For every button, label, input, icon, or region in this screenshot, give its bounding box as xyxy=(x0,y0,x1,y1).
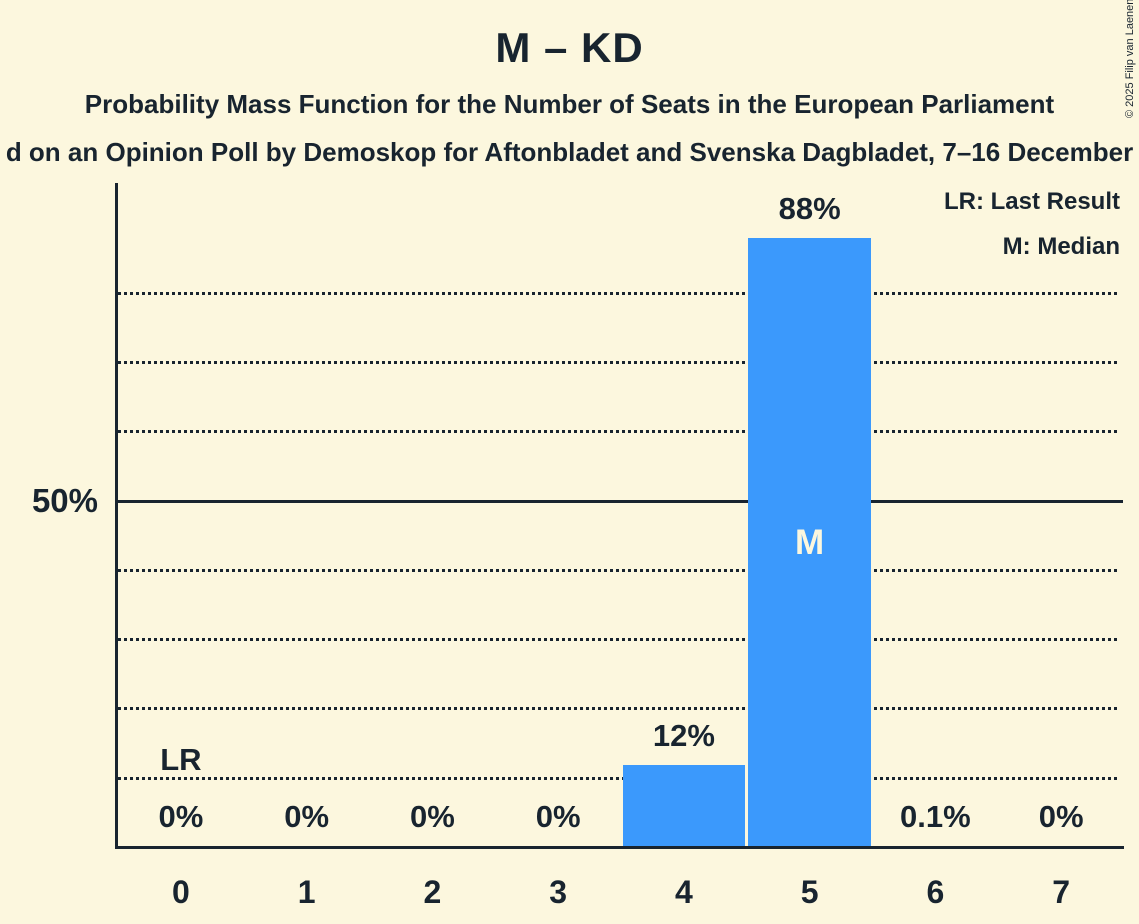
gridline-60pct xyxy=(118,430,1117,434)
value-label-seat-1: 0% xyxy=(284,799,330,834)
bar-seat-4 xyxy=(622,765,746,848)
x-tick-2: 2 xyxy=(423,874,442,910)
x-tick-0: 0 xyxy=(171,874,190,910)
legend-median: M: Median xyxy=(1002,233,1120,260)
x-tick-7: 7 xyxy=(1052,874,1071,910)
bar-seat-5 xyxy=(748,238,871,848)
fifty-percent-line xyxy=(118,499,1123,503)
value-label-seat-7: 0% xyxy=(1038,799,1084,834)
subtitle-line-2: d on an Opinion Poll by Demoskop for Aft… xyxy=(5,137,1134,167)
x-tick-4: 4 xyxy=(674,874,693,910)
x-tick-3: 3 xyxy=(549,874,568,910)
subtitle-line-1: Probability Mass Function for the Number… xyxy=(84,89,1055,119)
gridline-40pct xyxy=(118,568,1117,572)
value-label-seat-0: 0% xyxy=(158,799,204,834)
value-label-seat-2: 0% xyxy=(409,799,455,834)
copyright-note: © 2025 Filip van Laenen xyxy=(1124,0,1136,118)
x-tick-5: 5 xyxy=(800,874,819,910)
y-axis-label-50: 50% xyxy=(31,482,98,519)
value-label-seat-6: 0.1% xyxy=(900,799,971,834)
gridline-80pct xyxy=(118,291,1117,295)
x-tick-6: 6 xyxy=(926,874,945,910)
value-label-seat-3: 0% xyxy=(535,799,581,834)
legend-last-result: LR: Last Result xyxy=(943,188,1120,215)
x-axis-line xyxy=(115,846,1124,849)
page-title: M – KD xyxy=(495,24,644,71)
gridline-10pct xyxy=(118,776,1117,780)
gridline-30pct xyxy=(118,638,1117,642)
y-axis-line xyxy=(115,183,118,849)
x-tick-1: 1 xyxy=(297,874,316,910)
gridline-70pct xyxy=(118,360,1117,364)
gridline-20pct xyxy=(118,707,1117,711)
value-label-seat-4: 12% xyxy=(652,717,715,753)
value-label-seat-5: 88% xyxy=(778,191,841,227)
median-marker: M xyxy=(795,523,825,562)
last-result-marker: LR xyxy=(160,742,202,777)
